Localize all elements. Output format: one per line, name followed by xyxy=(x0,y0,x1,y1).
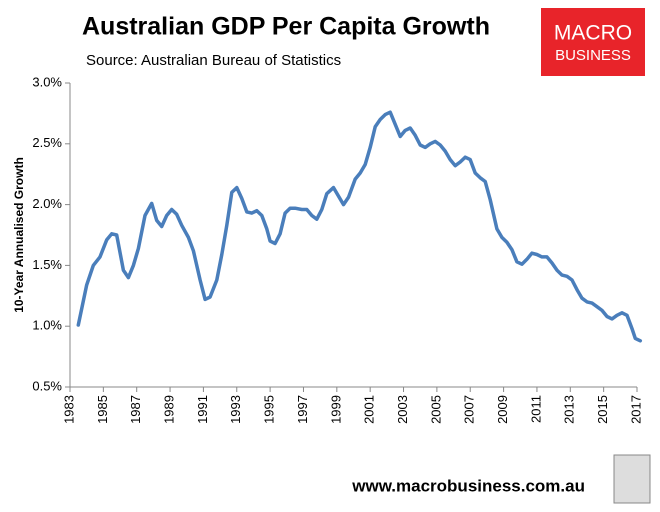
logo: MACRO BUSINESS xyxy=(541,8,645,76)
x-tick-label: 1987 xyxy=(128,395,143,424)
logo-text: MACRO xyxy=(554,22,632,45)
website: www.macrobusiness.com.au xyxy=(351,476,585,495)
x-tick-label: 1999 xyxy=(328,395,343,424)
x-tick-label: 2013 xyxy=(562,395,577,424)
x-tick-label: 1995 xyxy=(262,395,277,424)
logo-text: BUSINESS xyxy=(555,47,631,64)
logo-box xyxy=(541,8,645,76)
y-tick-label: 3.0% xyxy=(32,74,62,89)
x-tick-label: 1985 xyxy=(95,395,110,424)
x-tick-label: 2017 xyxy=(628,395,643,424)
x-tick-label: 1989 xyxy=(161,395,176,424)
y-tick-label: 2.0% xyxy=(32,196,62,211)
x-tick-label: 2003 xyxy=(395,395,410,424)
chart-subtitle: Source: Australian Bureau of Statistics xyxy=(86,52,341,69)
x-tick-label: 2001 xyxy=(362,395,377,424)
x-tick-label: 1991 xyxy=(195,395,210,424)
data-line xyxy=(76,110,643,343)
x-tick-label: 1983 xyxy=(61,395,76,424)
x-tick-label: 1993 xyxy=(228,395,243,424)
y-tick-label: 2.5% xyxy=(32,135,62,150)
y-tick-label: 1.0% xyxy=(32,318,62,333)
wolf-icon xyxy=(613,454,651,504)
y-tick-label: 0.5% xyxy=(32,378,62,393)
x-tick-label: 1997 xyxy=(295,395,310,424)
x-tick-label: 2005 xyxy=(428,395,443,424)
y-axis-label: 10-Year Annualised Growth xyxy=(12,157,26,313)
x-tick-label: 2015 xyxy=(595,395,610,424)
x-tick-label: 2007 xyxy=(462,395,477,424)
y-tick-label: 1.5% xyxy=(32,257,62,272)
x-tick-label: 2011 xyxy=(528,395,543,423)
chart-title: Australian GDP Per Capita Growth xyxy=(82,13,490,41)
x-tick-label: 2009 xyxy=(495,395,510,424)
